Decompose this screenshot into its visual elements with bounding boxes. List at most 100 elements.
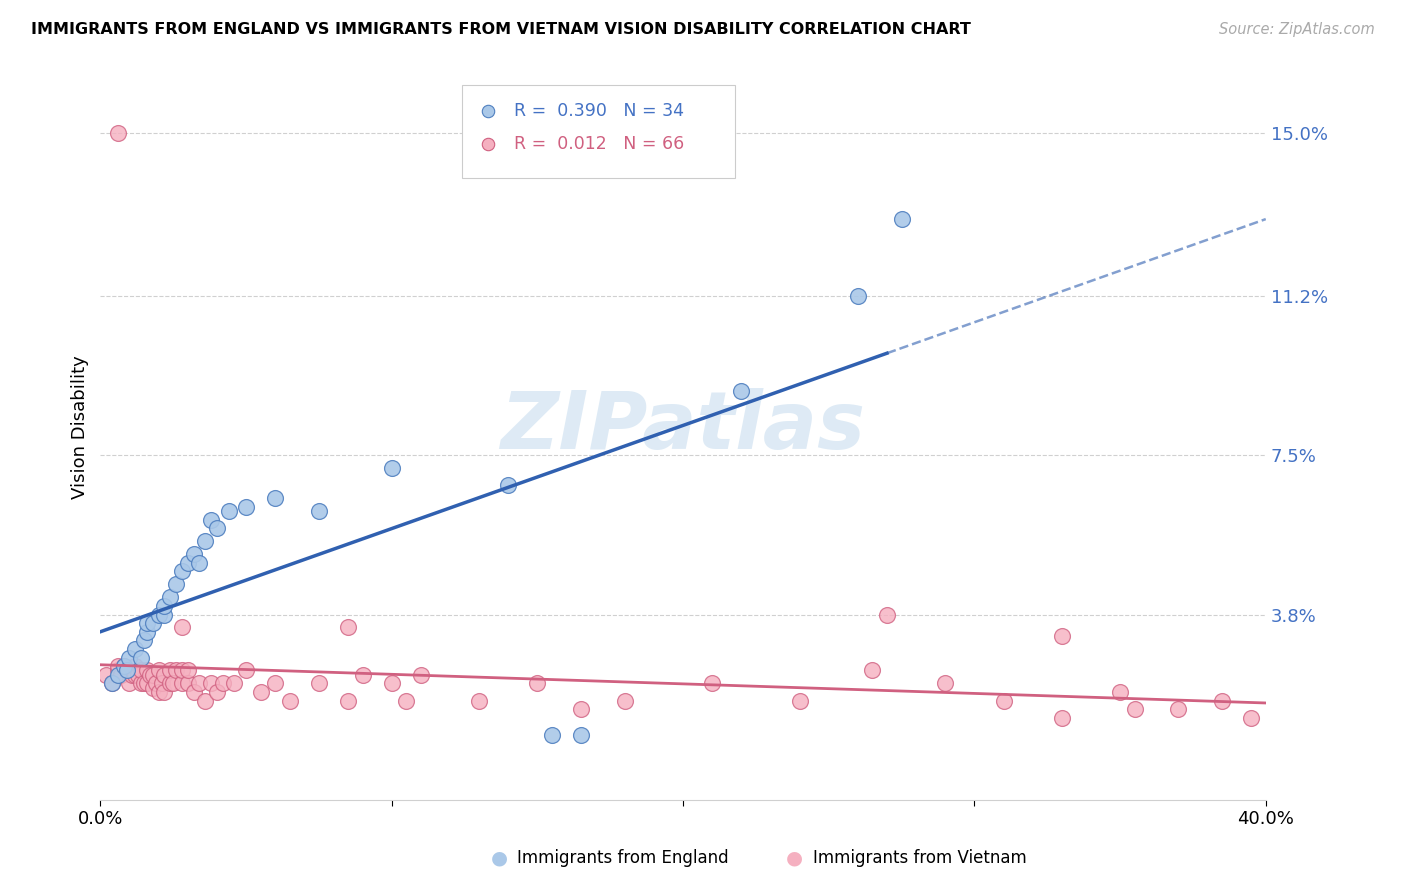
Point [170,565,193,579]
Point [129,676,152,690]
Point [177,664,200,678]
Point [112,659,135,673]
Point [395,693,418,707]
Point [107,659,129,673]
Point [468,693,491,707]
Point [352,667,374,681]
Point [170,676,193,690]
Point [1123,702,1146,716]
Point [308,504,330,518]
Point [139,667,162,681]
Point [129,664,152,678]
Point [112,659,135,673]
Text: Source: ZipAtlas.com: Source: ZipAtlas.com [1219,22,1375,37]
Point [934,676,956,690]
Point [876,607,898,622]
Point [136,616,159,631]
Point [153,685,176,699]
Point [148,664,170,678]
Point [150,676,173,690]
Point [188,556,211,570]
Point [145,676,167,690]
Point [200,513,222,527]
Point [194,693,217,707]
Point [264,676,287,690]
Point [115,664,138,678]
Point [308,676,330,690]
Point [264,491,287,506]
Point [153,607,176,622]
Text: ●: ● [491,848,508,868]
Point [124,641,146,656]
Text: R =  0.012   N = 66: R = 0.012 N = 66 [515,136,685,153]
Point [153,667,176,681]
Point [337,693,360,707]
Point [702,676,724,690]
Text: ZIPatlas: ZIPatlas [501,388,866,467]
Point [235,664,257,678]
Point [1109,685,1132,699]
Point [1240,711,1263,725]
Point [101,676,124,690]
Point [177,676,200,690]
Point [162,676,184,690]
Point [110,667,132,681]
Point [862,664,884,678]
Point [177,556,200,570]
Text: IMMIGRANTS FROM ENGLAND VS IMMIGRANTS FROM VIETNAM VISION DISABILITY CORRELATION: IMMIGRANTS FROM ENGLAND VS IMMIGRANTS FR… [31,22,970,37]
Point [496,478,519,492]
Point [115,664,138,678]
Point [409,667,432,681]
Point [127,667,149,681]
Point [200,676,222,690]
Point [107,667,129,681]
Point [101,676,124,690]
Point [1167,702,1189,716]
Point [730,384,752,398]
Point [148,607,170,622]
Point [249,685,271,699]
Point [170,664,193,678]
Point [235,500,257,514]
Y-axis label: Vision Disability: Vision Disability [72,355,89,500]
Point [569,702,592,716]
Point [526,676,548,690]
Point [890,211,912,226]
Point [541,728,564,742]
Point [118,676,141,690]
Point [337,620,360,634]
Point [148,685,170,699]
Point [170,620,193,634]
Point [381,461,404,475]
Point [183,685,205,699]
Point [381,676,404,690]
Point [142,667,165,681]
Point [194,534,217,549]
Text: ●: ● [786,848,803,868]
Point [124,667,146,681]
Point [124,659,146,673]
Point [153,599,176,613]
Point [211,676,233,690]
Point [278,693,301,707]
Point [993,693,1015,707]
Point [142,616,165,631]
Point [205,521,228,535]
Point [613,693,636,707]
Point [224,676,246,690]
Point [183,547,205,561]
Point [1050,629,1073,643]
Point [136,624,159,639]
Text: Immigrants from Vietnam: Immigrants from Vietnam [813,849,1026,867]
Point [118,650,141,665]
Point [205,685,228,699]
Point [132,633,155,648]
Point [1211,693,1233,707]
Point [107,664,129,678]
FancyBboxPatch shape [461,85,735,178]
Point [159,676,181,690]
Point [121,667,143,681]
Point [107,126,129,140]
Point [165,577,187,591]
Point [218,504,240,518]
